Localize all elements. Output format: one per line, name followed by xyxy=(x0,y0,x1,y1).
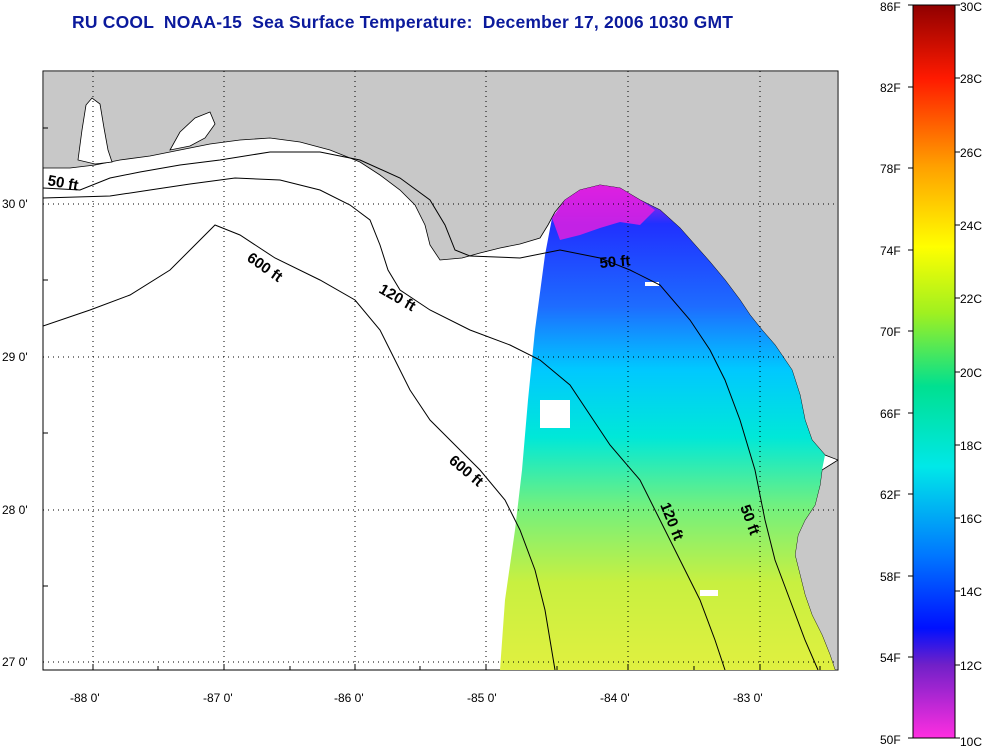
bay-pensacola xyxy=(169,111,216,151)
cb-c-label: 10C xyxy=(960,735,982,749)
cb-f-label: 54F xyxy=(880,651,901,665)
cloud-gap xyxy=(645,282,659,286)
cb-f-label: 86F xyxy=(880,0,901,14)
cb-c-label: 22C xyxy=(960,292,982,306)
sst-coastal-cold xyxy=(552,185,655,240)
bay-mobile xyxy=(77,97,113,165)
lon-label: -84 0' xyxy=(600,691,630,705)
cb-c-label: 28C xyxy=(960,72,982,86)
sst-swath xyxy=(500,185,835,670)
map-title: RU COOL NOAA-15 Sea Surface Temperature:… xyxy=(72,12,734,32)
cb-f-label: 70F xyxy=(880,325,901,339)
cb-c-label: 24C xyxy=(960,219,982,233)
latitude-labels: 30 0' 29 0' 28 0' 27 0' xyxy=(2,197,28,669)
cb-c-label: 26C xyxy=(960,146,982,160)
longitude-labels: -88 0' -87 0' -86 0' -85 0' -84 0' -83 0… xyxy=(70,691,763,705)
lat-label: 28 0' xyxy=(2,503,28,517)
cb-f-label: 58F xyxy=(880,570,901,584)
frame-ticks xyxy=(43,127,821,670)
cb-f-label: 66F xyxy=(880,407,901,421)
colorbar xyxy=(912,4,956,739)
contour-50ft xyxy=(43,151,819,670)
cb-c-label: 30C xyxy=(960,0,982,14)
cb-f-label: 74F xyxy=(880,244,901,258)
colorbar-c-labels: 30C 28C 26C 24C 22C 20C 18C 16C 14C 12C … xyxy=(960,0,982,749)
colorbar-f-labels: 86F 82F 78F 74F 70F 66F 62F 58F 54F 50F xyxy=(880,0,901,747)
contour-label: 50 ft xyxy=(599,252,631,272)
lat-label: 29 0' xyxy=(2,350,28,364)
colorbar-ticks xyxy=(908,4,960,739)
cb-f-label: 50F xyxy=(880,733,901,747)
contour-label: 50 ft xyxy=(46,172,79,194)
cb-c-label: 18C xyxy=(960,439,982,453)
lon-label: -88 0' xyxy=(70,691,100,705)
lat-label: 30 0' xyxy=(2,197,28,211)
cb-f-label: 78F xyxy=(880,162,901,176)
lat-label: 27 0' xyxy=(2,655,28,669)
cb-c-label: 16C xyxy=(960,512,982,526)
contour-120ft xyxy=(43,177,726,670)
cb-f-label: 62F xyxy=(880,488,901,502)
cb-c-label: 14C xyxy=(960,585,982,599)
cloud-gap xyxy=(540,400,570,428)
cloud-gap xyxy=(700,590,718,596)
lon-label: -85 0' xyxy=(467,691,497,705)
cb-f-label: 82F xyxy=(880,81,901,95)
cb-c-label: 20C xyxy=(960,366,982,380)
lon-label: -86 0' xyxy=(334,691,364,705)
lon-label: -87 0' xyxy=(203,691,233,705)
lon-label: -83 0' xyxy=(733,691,763,705)
contour-600ft xyxy=(43,224,556,670)
cb-c-label: 12C xyxy=(960,659,982,673)
